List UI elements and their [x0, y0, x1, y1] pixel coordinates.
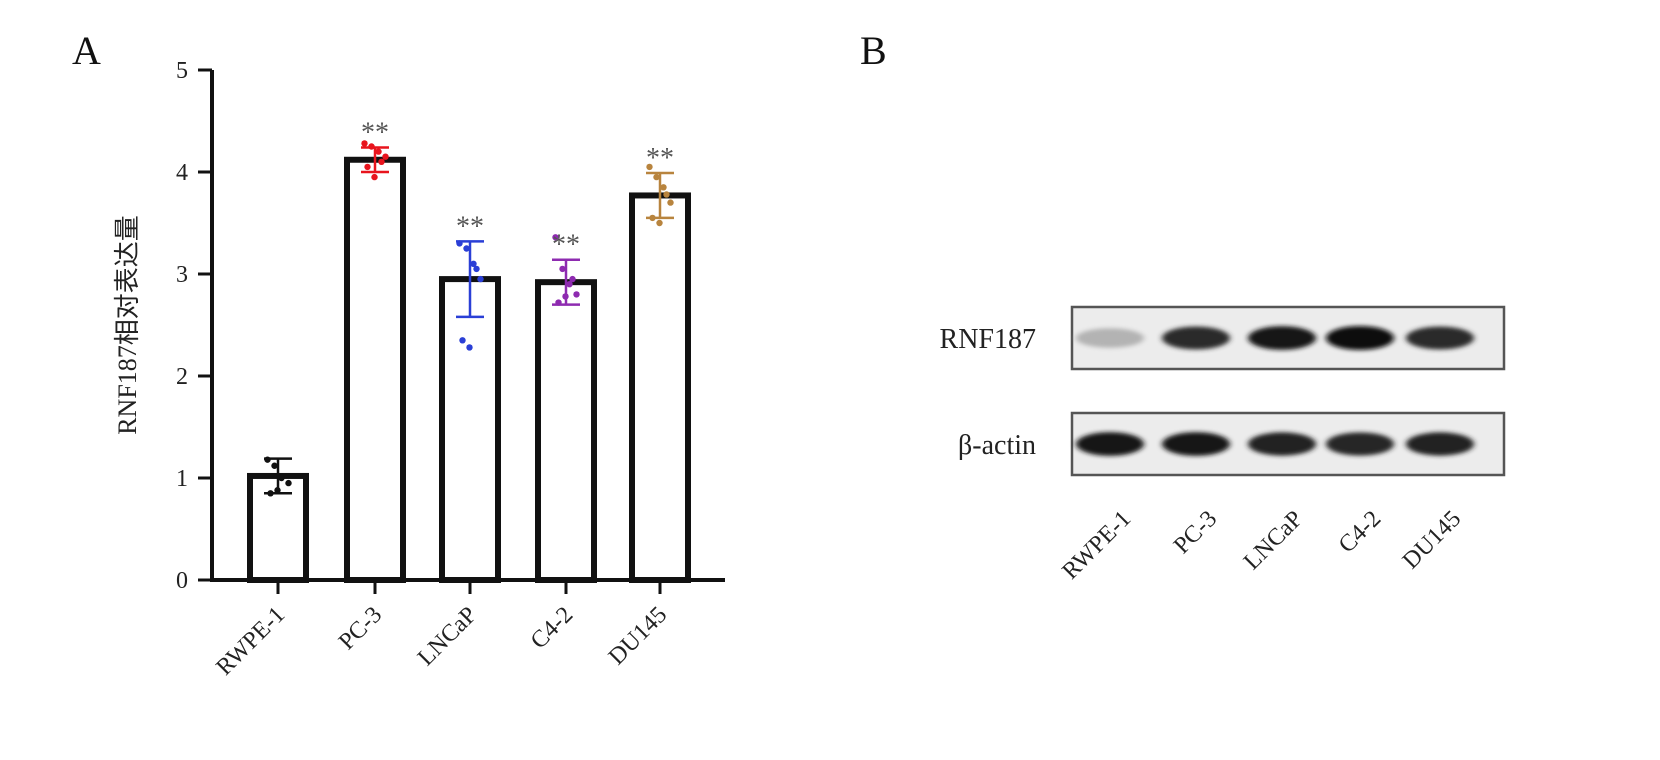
blot-band [1406, 326, 1474, 350]
data-point [364, 163, 371, 171]
blot-row-label: RNF187 [940, 324, 1036, 355]
western-blot: RNF187 β-actin RWPE-1 PC-3 LNCaP C4-2 DU145 [940, 305, 1506, 585]
blot-lane-label: RWPE-1 [1058, 506, 1137, 585]
blot-row: RNF187 [940, 305, 1506, 371]
data-point [285, 479, 292, 487]
data-point [463, 245, 470, 252]
data-point [477, 275, 484, 283]
data-point [361, 140, 368, 147]
blot-band [1076, 432, 1144, 456]
x-tick-label: C4-2 [526, 602, 578, 654]
data-point [656, 219, 663, 227]
data-point [646, 163, 653, 171]
x-tick-label: DU145 [604, 602, 672, 670]
blot-band [1248, 432, 1316, 456]
bar [535, 279, 597, 583]
data-point [470, 260, 477, 267]
blot-band [1406, 432, 1474, 456]
error-bar [264, 457, 292, 495]
data-point [667, 199, 674, 206]
bar-chart: RNF187相对表达量 0 1 2 3 4 5 ** ** ** ** RWPE-1 PC-3 LN… [113, 58, 725, 681]
blot-lane-label: PC-3 [1169, 506, 1222, 559]
blot-band [1326, 326, 1394, 350]
data-point [663, 191, 670, 198]
error-bar [552, 258, 580, 306]
panel-b-letter: B [860, 28, 887, 73]
error-bars [264, 146, 674, 495]
error-bar [456, 240, 484, 319]
data-point [552, 234, 559, 241]
error-bar [646, 171, 674, 220]
blot-row: β-actin [958, 411, 1506, 477]
data-point [375, 148, 382, 155]
data-point [573, 291, 580, 298]
data-point [466, 344, 473, 351]
significance-label: ** [552, 230, 580, 261]
y-tick-label: 1 [176, 466, 188, 492]
bar [344, 156, 406, 583]
y-tick-label: 2 [176, 364, 188, 390]
blot-row-label: β-actin [958, 430, 1036, 461]
data-point [382, 153, 389, 160]
data-point [278, 474, 285, 482]
y-tick-label: 0 [176, 568, 188, 594]
data-point [660, 184, 667, 191]
data-point [371, 173, 378, 181]
x-tick-label: RWPE-1 [212, 602, 291, 681]
bar [629, 192, 691, 584]
data-point [271, 462, 278, 469]
blot-band [1326, 432, 1394, 456]
data-point [378, 158, 385, 165]
data-point [559, 265, 566, 273]
data-point [473, 265, 480, 273]
blot-band [1162, 432, 1230, 456]
significance-label: ** [456, 211, 484, 242]
panel-a-letter: A [72, 28, 101, 73]
blot-band [1248, 326, 1316, 350]
blot-lane-label: DU145 [1398, 506, 1466, 574]
data-point [569, 275, 576, 283]
significance-label: ** [646, 143, 674, 174]
y-tick-label: 3 [176, 262, 188, 288]
y-axis-label: RNF187相对表达量 [113, 215, 142, 435]
x-tick-label: LNCaP [413, 602, 482, 671]
bar [439, 276, 501, 583]
x-tick-label: PC-3 [334, 602, 387, 655]
significance-label: ** [361, 118, 389, 149]
blot-lane-label: C4-2 [1334, 506, 1386, 558]
error-bar [361, 146, 389, 174]
significance-marks: ** ** ** ** [361, 118, 674, 261]
category-labels: RWPE-1 PC-3 LNCaP C4-2 DU145 [212, 602, 673, 681]
blot-lane-label: LNCaP [1239, 506, 1308, 575]
data-point [653, 173, 660, 181]
data-point [566, 281, 573, 288]
blot-band [1076, 328, 1144, 348]
y-tick-label: 4 [176, 160, 188, 186]
blot-band [1162, 326, 1230, 350]
data-point [459, 337, 466, 344]
y-tick-label: 5 [176, 58, 188, 84]
